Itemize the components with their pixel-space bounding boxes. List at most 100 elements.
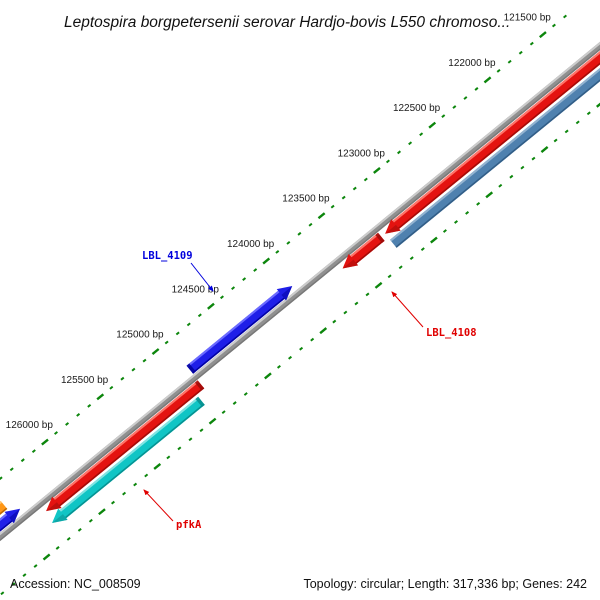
ruler-minor-tick	[177, 446, 182, 451]
gene-end-cap	[195, 396, 205, 408]
ruler-minor-tick	[186, 322, 191, 327]
leader-line-lbl-4108	[391, 291, 424, 328]
ruler-minor-tick	[529, 41, 534, 46]
ruler-minor-tick	[297, 231, 302, 236]
footer-stats: Topology: circular; Length: 317,336 bp; …	[303, 577, 587, 591]
ruler-minor-tick	[175, 331, 180, 336]
ruler-minor-tick	[496, 68, 501, 73]
ruler-minor-tick	[253, 268, 258, 272]
gene-arrow-lbl_4108[interactable]	[342, 232, 385, 269]
ruler-minor-tick	[409, 256, 414, 261]
ruler-major-tick	[42, 553, 51, 561]
gene-features	[0, 51, 600, 532]
ruler-minor-tick	[199, 428, 204, 433]
ruler-minor-tick	[55, 546, 60, 550]
ruler-lower	[0, 102, 600, 596]
ruler-major-tick	[151, 348, 160, 355]
ruler-major-tick	[374, 281, 383, 289]
gene-shadow-edge	[59, 387, 205, 507]
ruler-minor-tick	[507, 59, 512, 64]
ruler-minor-tick	[54, 431, 58, 435]
ruler-label: 125500 bp	[61, 375, 109, 386]
gene-shadow-edge	[0, 520, 13, 532]
gene-arrow-lbl_4109[interactable]	[186, 285, 293, 374]
gene-label-pfka[interactable]: pfkA	[176, 519, 202, 531]
gene-highlight-edge	[350, 232, 380, 258]
ruler-minor-tick	[131, 367, 136, 372]
ruler-minor-tick	[575, 120, 580, 125]
ruler-minor-tick	[254, 383, 259, 387]
ruler-major-tick	[317, 212, 326, 220]
ruler-minor-tick	[109, 385, 114, 390]
gene-arrow-pfka[interactable]	[52, 396, 205, 524]
leader-line-lbl-4109	[190, 262, 214, 292]
ruler-major-tick	[96, 393, 105, 401]
ruler-minor-tick	[0, 476, 3, 481]
ruler-major-tick	[208, 417, 217, 425]
backbone-line	[0, 41, 600, 536]
ruler-minor-tick	[188, 437, 193, 442]
ruler-minor-tick	[332, 319, 337, 324]
ruler-minor-tick	[564, 129, 569, 134]
ruler-minor-tick	[299, 346, 304, 351]
ruler-minor-tick	[454, 220, 459, 224]
ruler-major-tick	[485, 191, 494, 199]
gene-highlight-edge	[186, 290, 280, 368]
footer-accession: Accession: NC_008509	[10, 577, 141, 591]
ruler-minor-tick	[398, 265, 403, 270]
gene-label-lbl-4108[interactable]: LBL_4108	[426, 327, 477, 339]
ruler-major-tick	[373, 166, 381, 174]
gene-end-cap	[186, 363, 196, 374]
ruler-minor-tick	[166, 455, 171, 460]
ruler-minor-tick	[365, 292, 370, 297]
ruler-minor-tick	[343, 310, 348, 315]
gene-arrowhead-shade	[385, 224, 401, 234]
leader-line-pfka	[143, 489, 174, 522]
gene-arrowhead-shade	[52, 514, 68, 524]
ruler-label: 123500 bp	[282, 194, 330, 205]
ruler-minor-tick	[133, 482, 138, 487]
map-title: Leptospira borgpetersenii serovar Hardjo…	[64, 14, 510, 31]
ruler-minor-tick	[553, 138, 558, 143]
ruler-minor-tick	[442, 229, 447, 233]
ruler-minor-tick	[520, 165, 525, 170]
gene-end-cap	[194, 380, 205, 391]
ruler-minor-tick	[122, 491, 127, 496]
ruler-minor-tick	[330, 204, 335, 209]
ruler-label: 125000 bp	[116, 330, 164, 341]
ruler-major-tick	[319, 327, 328, 335]
ruler-minor-tick	[120, 376, 125, 381]
ruler-minor-tick	[563, 14, 567, 19]
gene-shadow-edge	[395, 79, 600, 248]
ruler-minor-tick	[509, 174, 514, 179]
ruler-minor-tick	[20, 458, 25, 463]
gene-shadow-edge	[65, 403, 205, 519]
ruler-minor-tick	[31, 449, 36, 454]
ruler-major-tick	[262, 257, 271, 265]
ruler-minor-tick	[308, 222, 313, 227]
ruler-minor-tick	[232, 401, 237, 405]
ruler-label: 126000 bp	[6, 420, 54, 431]
gene-label-lbl-4109[interactable]: LBL_4109	[142, 250, 193, 262]
ruler-minor-tick	[66, 536, 71, 541]
ruler-minor-tick	[385, 159, 390, 164]
ruler-minor-tick	[77, 527, 82, 532]
ruler-minor-tick	[354, 301, 359, 306]
ruler-major-tick	[41, 438, 49, 446]
gene-arrow[interactable]	[46, 380, 205, 512]
ruler-minor-tick	[498, 183, 503, 188]
ruler-major-tick	[153, 462, 162, 470]
ruler-major-tick	[428, 121, 437, 129]
ruler-minor-tick	[0, 591, 5, 596]
ruler-minor-tick	[231, 286, 236, 291]
ruler-labels: 121500 bp 122000 bp 122500 bp 123000 bp 1235…	[6, 13, 552, 431]
ruler-minor-tick	[142, 358, 147, 363]
ruler-minor-tick	[420, 247, 425, 252]
ruler-minor-tick	[352, 186, 357, 191]
ruler-minor-tick	[87, 403, 92, 408]
ruler-minor-tick	[144, 473, 149, 478]
ruler-upper	[0, 14, 567, 481]
ruler-minor-tick	[9, 467, 14, 472]
gene-arrowhead-shade	[281, 285, 293, 301]
